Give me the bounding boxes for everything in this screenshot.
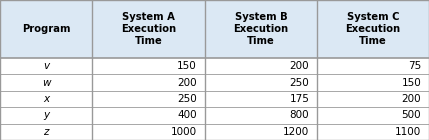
- Text: 150: 150: [402, 78, 421, 88]
- Text: 75: 75: [408, 61, 421, 71]
- Text: 250: 250: [177, 94, 197, 104]
- Text: 175: 175: [290, 94, 309, 104]
- Text: w: w: [42, 78, 50, 88]
- Text: y: y: [43, 110, 49, 120]
- Text: 500: 500: [402, 110, 421, 120]
- Bar: [0, 91, 429, 107]
- Text: 200: 200: [177, 78, 197, 88]
- Text: x: x: [43, 94, 49, 104]
- Text: System C
Execution
Time: System C Execution Time: [345, 12, 401, 46]
- Text: 200: 200: [402, 94, 421, 104]
- Bar: [0, 74, 429, 91]
- Text: 150: 150: [177, 61, 197, 71]
- Text: 200: 200: [290, 61, 309, 71]
- Text: System B
Execution
Time: System B Execution Time: [233, 12, 288, 46]
- Text: Program: Program: [22, 24, 70, 34]
- Text: System A
Execution
Time: System A Execution Time: [121, 12, 176, 46]
- Text: 400: 400: [177, 110, 197, 120]
- Bar: [0, 107, 429, 124]
- Text: 1000: 1000: [171, 127, 197, 137]
- Text: 1200: 1200: [283, 127, 309, 137]
- Text: z: z: [43, 127, 49, 137]
- Text: 800: 800: [290, 110, 309, 120]
- Bar: [0, 58, 429, 74]
- Bar: [0, 124, 429, 140]
- Text: 250: 250: [290, 78, 309, 88]
- Text: 1100: 1100: [395, 127, 421, 137]
- Bar: [0, 0, 429, 58]
- Text: v: v: [43, 61, 49, 71]
